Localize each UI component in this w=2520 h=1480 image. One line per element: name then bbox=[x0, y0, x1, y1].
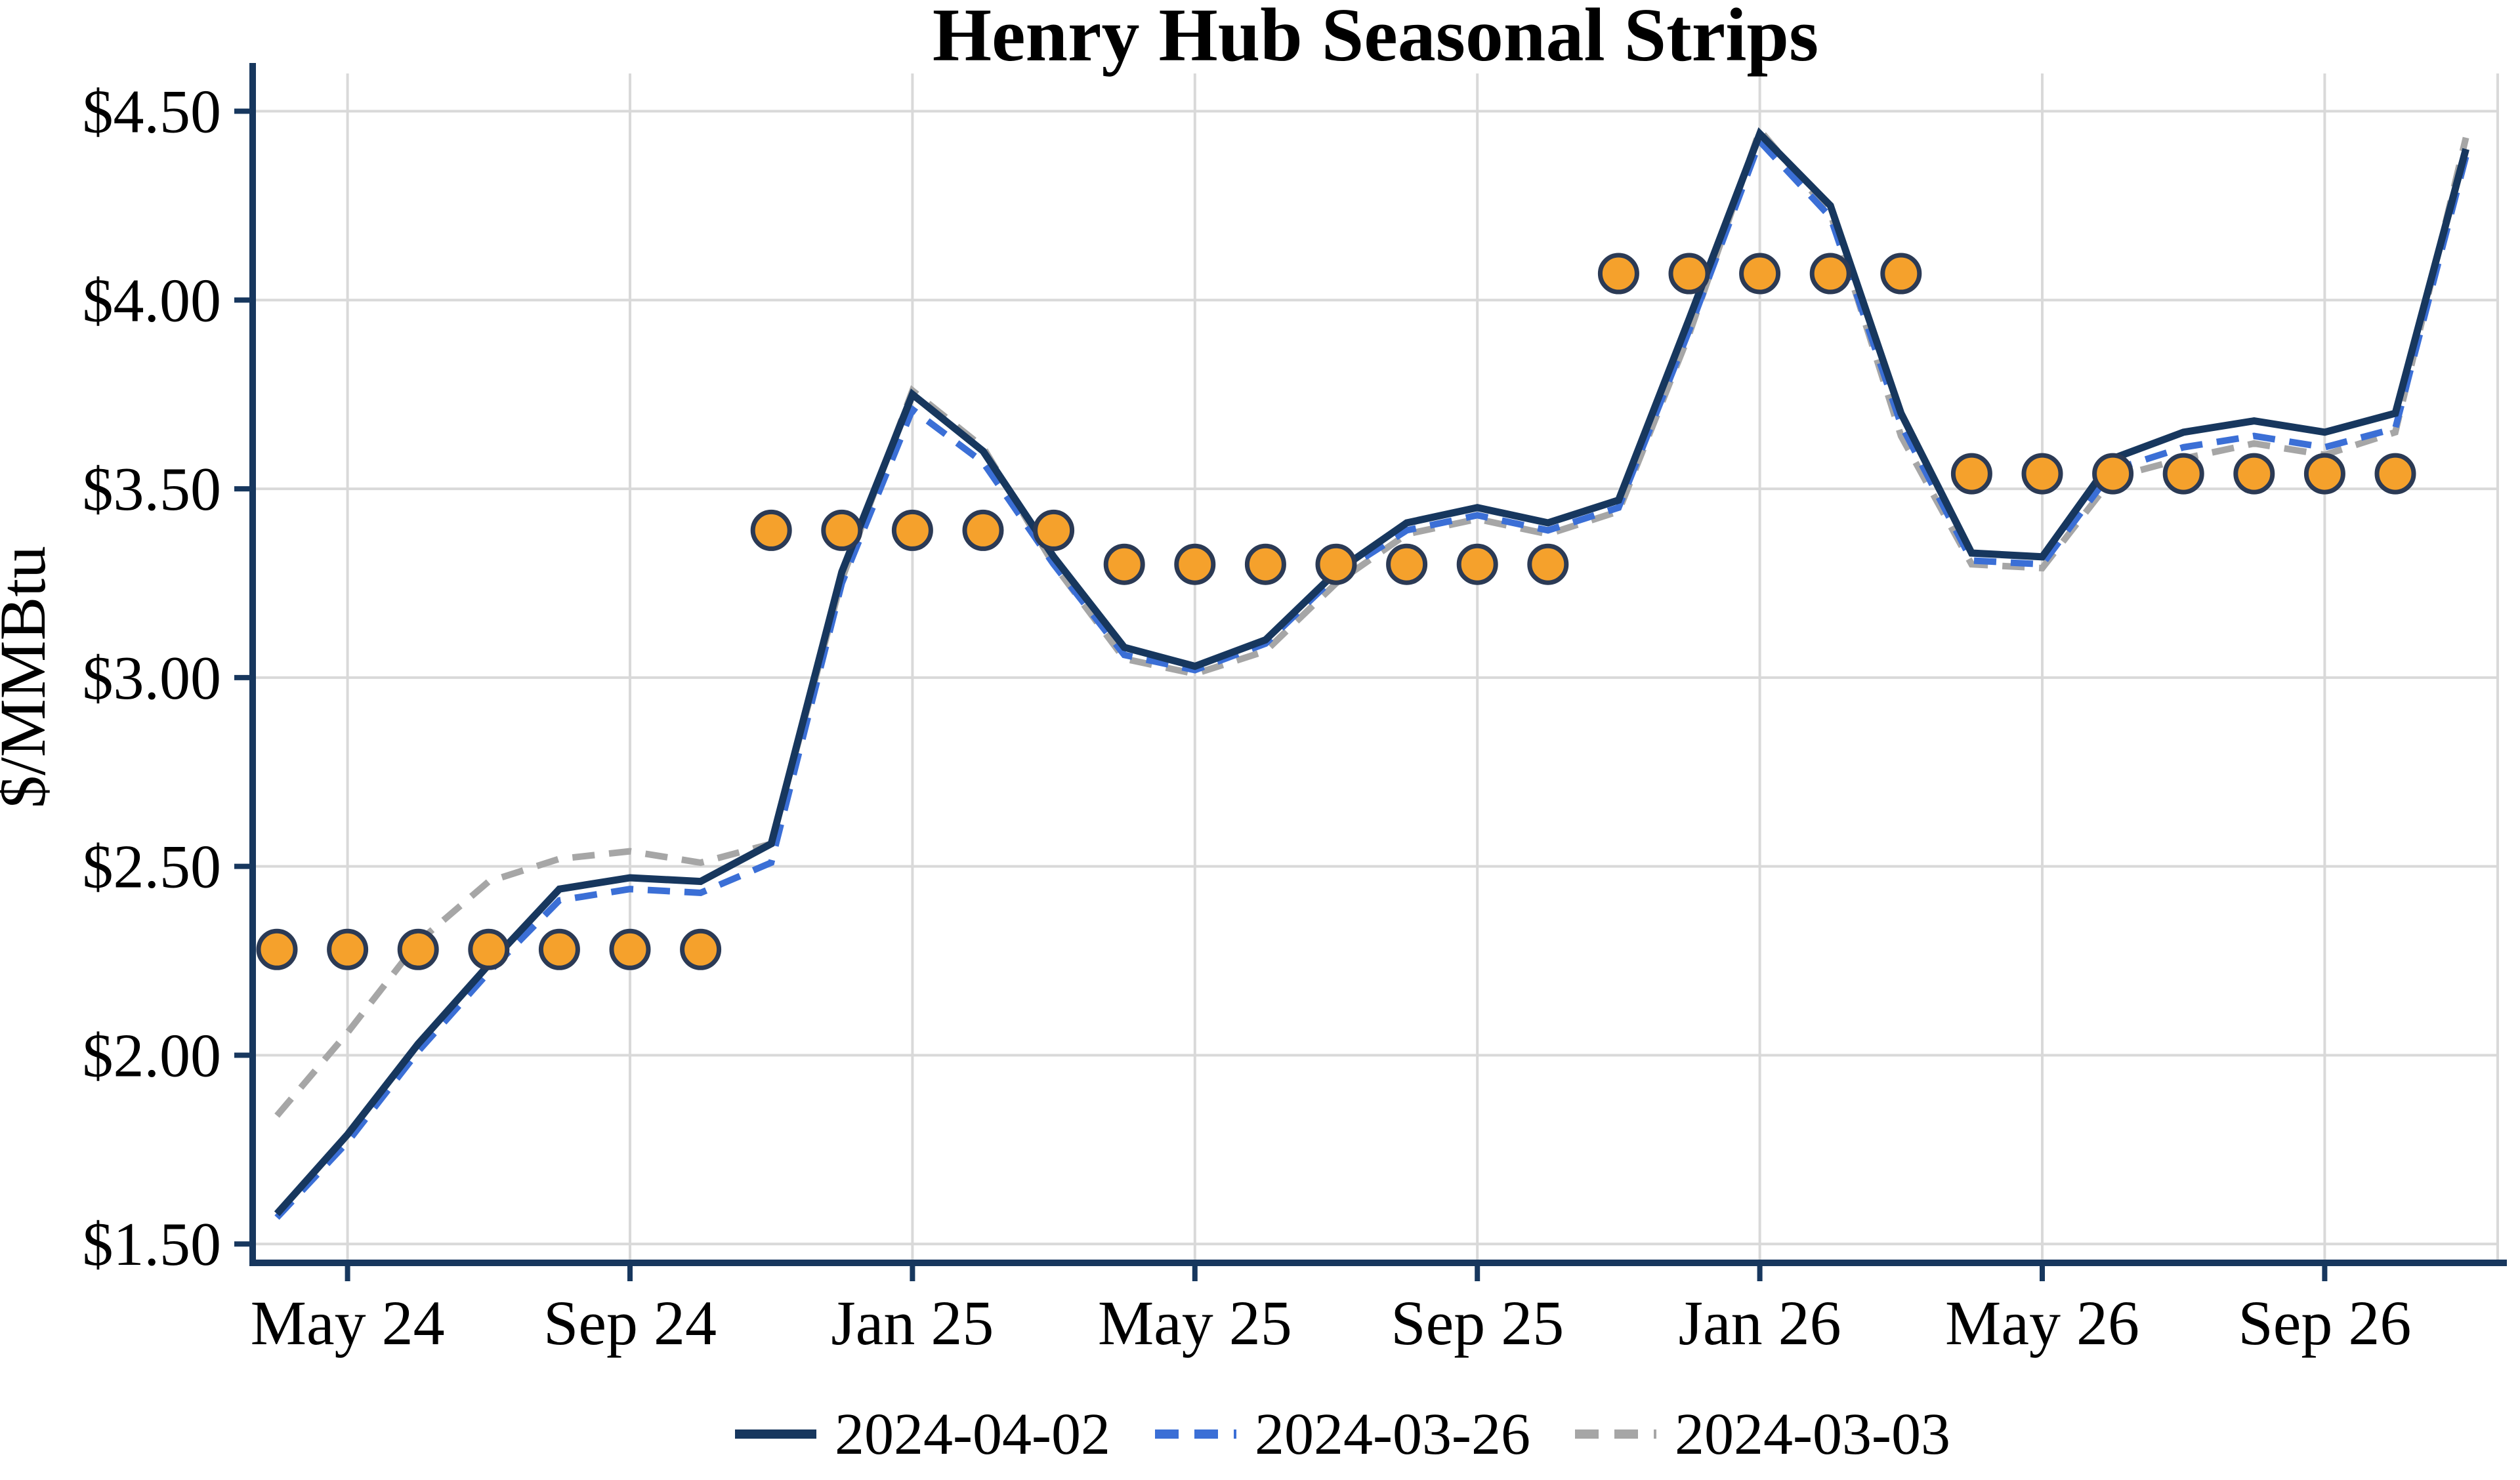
strip-marker bbox=[962, 509, 1004, 551]
y-tick-label: $3.00 bbox=[83, 644, 222, 712]
strip-marker bbox=[2021, 453, 2063, 495]
strip-marker bbox=[2374, 453, 2416, 495]
strip-marker bbox=[1386, 543, 1428, 585]
strip-marker bbox=[1739, 253, 1781, 295]
strip-marker bbox=[891, 509, 933, 551]
strip-marker bbox=[750, 509, 792, 551]
series-line bbox=[274, 123, 2469, 1118]
y-tick-labels: $1.50 $2.00 $2.50 $3.00 $3.50 $4.00 $4.50 bbox=[83, 78, 222, 1279]
strip-marker bbox=[1244, 543, 1286, 585]
axes bbox=[234, 63, 2507, 1281]
strip-marker bbox=[1668, 253, 1710, 295]
strip-marker bbox=[2233, 453, 2275, 495]
strip-marker bbox=[397, 928, 439, 970]
strip-marker bbox=[1597, 253, 1639, 295]
y-tick-label: $4.00 bbox=[83, 266, 222, 335]
strip-marker bbox=[680, 928, 722, 970]
chart-title: Henry Hub Seasonal Strips bbox=[933, 0, 1818, 77]
strip-marker bbox=[1950, 453, 1992, 495]
strip-marker bbox=[2303, 453, 2345, 495]
x-tick-label: Sep 25 bbox=[1391, 1288, 1564, 1358]
strip-marker bbox=[538, 928, 580, 970]
legend-label: 2024-03-26 bbox=[1255, 1402, 1530, 1467]
strip-marker bbox=[1033, 509, 1075, 551]
y-tick-label: $2.50 bbox=[83, 833, 222, 901]
strip-marker bbox=[2162, 453, 2204, 495]
strip-marker bbox=[821, 509, 863, 551]
gridlines bbox=[253, 73, 2499, 1263]
strip-marker bbox=[2092, 453, 2134, 495]
strip-marker bbox=[1880, 253, 1922, 295]
legend: 2024-04-02 2024-03-26 2024-03-03 bbox=[735, 1402, 1950, 1467]
strip-marker bbox=[1456, 543, 1498, 585]
y-axis-label: $/MMBtu bbox=[0, 546, 59, 808]
strip-marker bbox=[256, 928, 298, 970]
x-tick-label: Jan 26 bbox=[1679, 1288, 1841, 1358]
strip-marker bbox=[327, 928, 369, 970]
legend-label: 2024-03-03 bbox=[1675, 1402, 1950, 1467]
strip-marker bbox=[1103, 543, 1145, 585]
x-tick-label: May 24 bbox=[251, 1288, 445, 1358]
strip-marker bbox=[1809, 253, 1851, 295]
x-tick-label: May 26 bbox=[1945, 1288, 2139, 1358]
strip-marker bbox=[1527, 543, 1569, 585]
y-tick-label: $1.50 bbox=[83, 1210, 222, 1279]
x-tick-label: Sep 24 bbox=[543, 1288, 717, 1358]
x-tick-label: Jan 25 bbox=[831, 1288, 994, 1358]
x-tick-label: May 25 bbox=[1098, 1288, 1292, 1358]
x-tick-label: Sep 26 bbox=[2238, 1288, 2411, 1358]
seasonal-strip-markers bbox=[256, 253, 2416, 970]
y-tick-label: $2.00 bbox=[83, 1021, 222, 1090]
y-tick-label: $4.50 bbox=[83, 78, 222, 146]
strip-marker bbox=[468, 928, 510, 970]
strip-marker bbox=[1315, 543, 1357, 585]
x-tick-labels: May 24 Sep 24 Jan 25 May 25 Sep 25 Jan 26 May … bbox=[251, 1288, 2412, 1358]
legend-label: 2024-04-02 bbox=[835, 1402, 1110, 1467]
series-line bbox=[274, 127, 2469, 1216]
y-tick-label: $3.50 bbox=[83, 455, 222, 524]
strip-marker bbox=[609, 928, 651, 970]
strip-marker bbox=[1174, 543, 1216, 585]
